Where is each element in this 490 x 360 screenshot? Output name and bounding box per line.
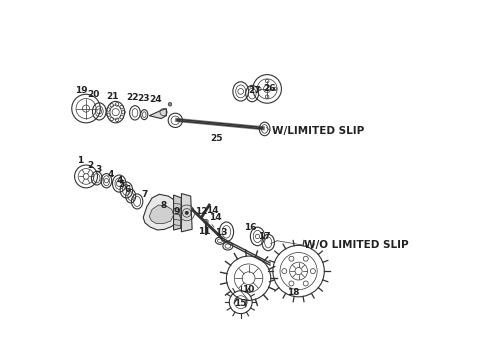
Text: 20: 20 (87, 90, 99, 99)
Text: 11: 11 (197, 227, 210, 236)
Text: 17: 17 (258, 232, 271, 241)
Polygon shape (149, 109, 167, 118)
Text: 13: 13 (216, 228, 228, 237)
Circle shape (168, 103, 172, 106)
Text: 14: 14 (206, 206, 219, 215)
Text: 12: 12 (195, 207, 208, 216)
Text: 26: 26 (263, 84, 275, 93)
Text: 14: 14 (209, 213, 222, 222)
Text: 7: 7 (141, 190, 147, 199)
Text: 19: 19 (75, 86, 88, 95)
Text: 4: 4 (116, 176, 122, 185)
Text: 18: 18 (287, 288, 299, 297)
Text: W/LIMITED SLIP: W/LIMITED SLIP (272, 126, 364, 136)
Text: 24: 24 (149, 95, 162, 104)
Text: 16: 16 (244, 222, 257, 231)
Text: 5: 5 (119, 180, 125, 189)
Text: 8: 8 (160, 201, 167, 210)
Polygon shape (173, 195, 181, 230)
Polygon shape (181, 194, 192, 232)
Polygon shape (143, 194, 180, 230)
Text: 15: 15 (234, 299, 247, 308)
Text: 22: 22 (126, 93, 139, 102)
Text: 9: 9 (173, 207, 180, 216)
Text: 2: 2 (87, 161, 94, 170)
Circle shape (185, 211, 188, 214)
Text: 27: 27 (248, 86, 261, 95)
Text: 25: 25 (210, 134, 222, 143)
Text: 1: 1 (77, 156, 83, 165)
Text: 21: 21 (106, 91, 119, 100)
Text: W/O LIMITED SLIP: W/O LIMITED SLIP (304, 240, 409, 250)
Text: 4: 4 (108, 170, 114, 179)
Text: 3: 3 (96, 165, 101, 174)
Polygon shape (149, 205, 173, 224)
Text: 6: 6 (125, 185, 131, 194)
Text: 23: 23 (137, 94, 149, 103)
Text: 10: 10 (242, 285, 254, 294)
